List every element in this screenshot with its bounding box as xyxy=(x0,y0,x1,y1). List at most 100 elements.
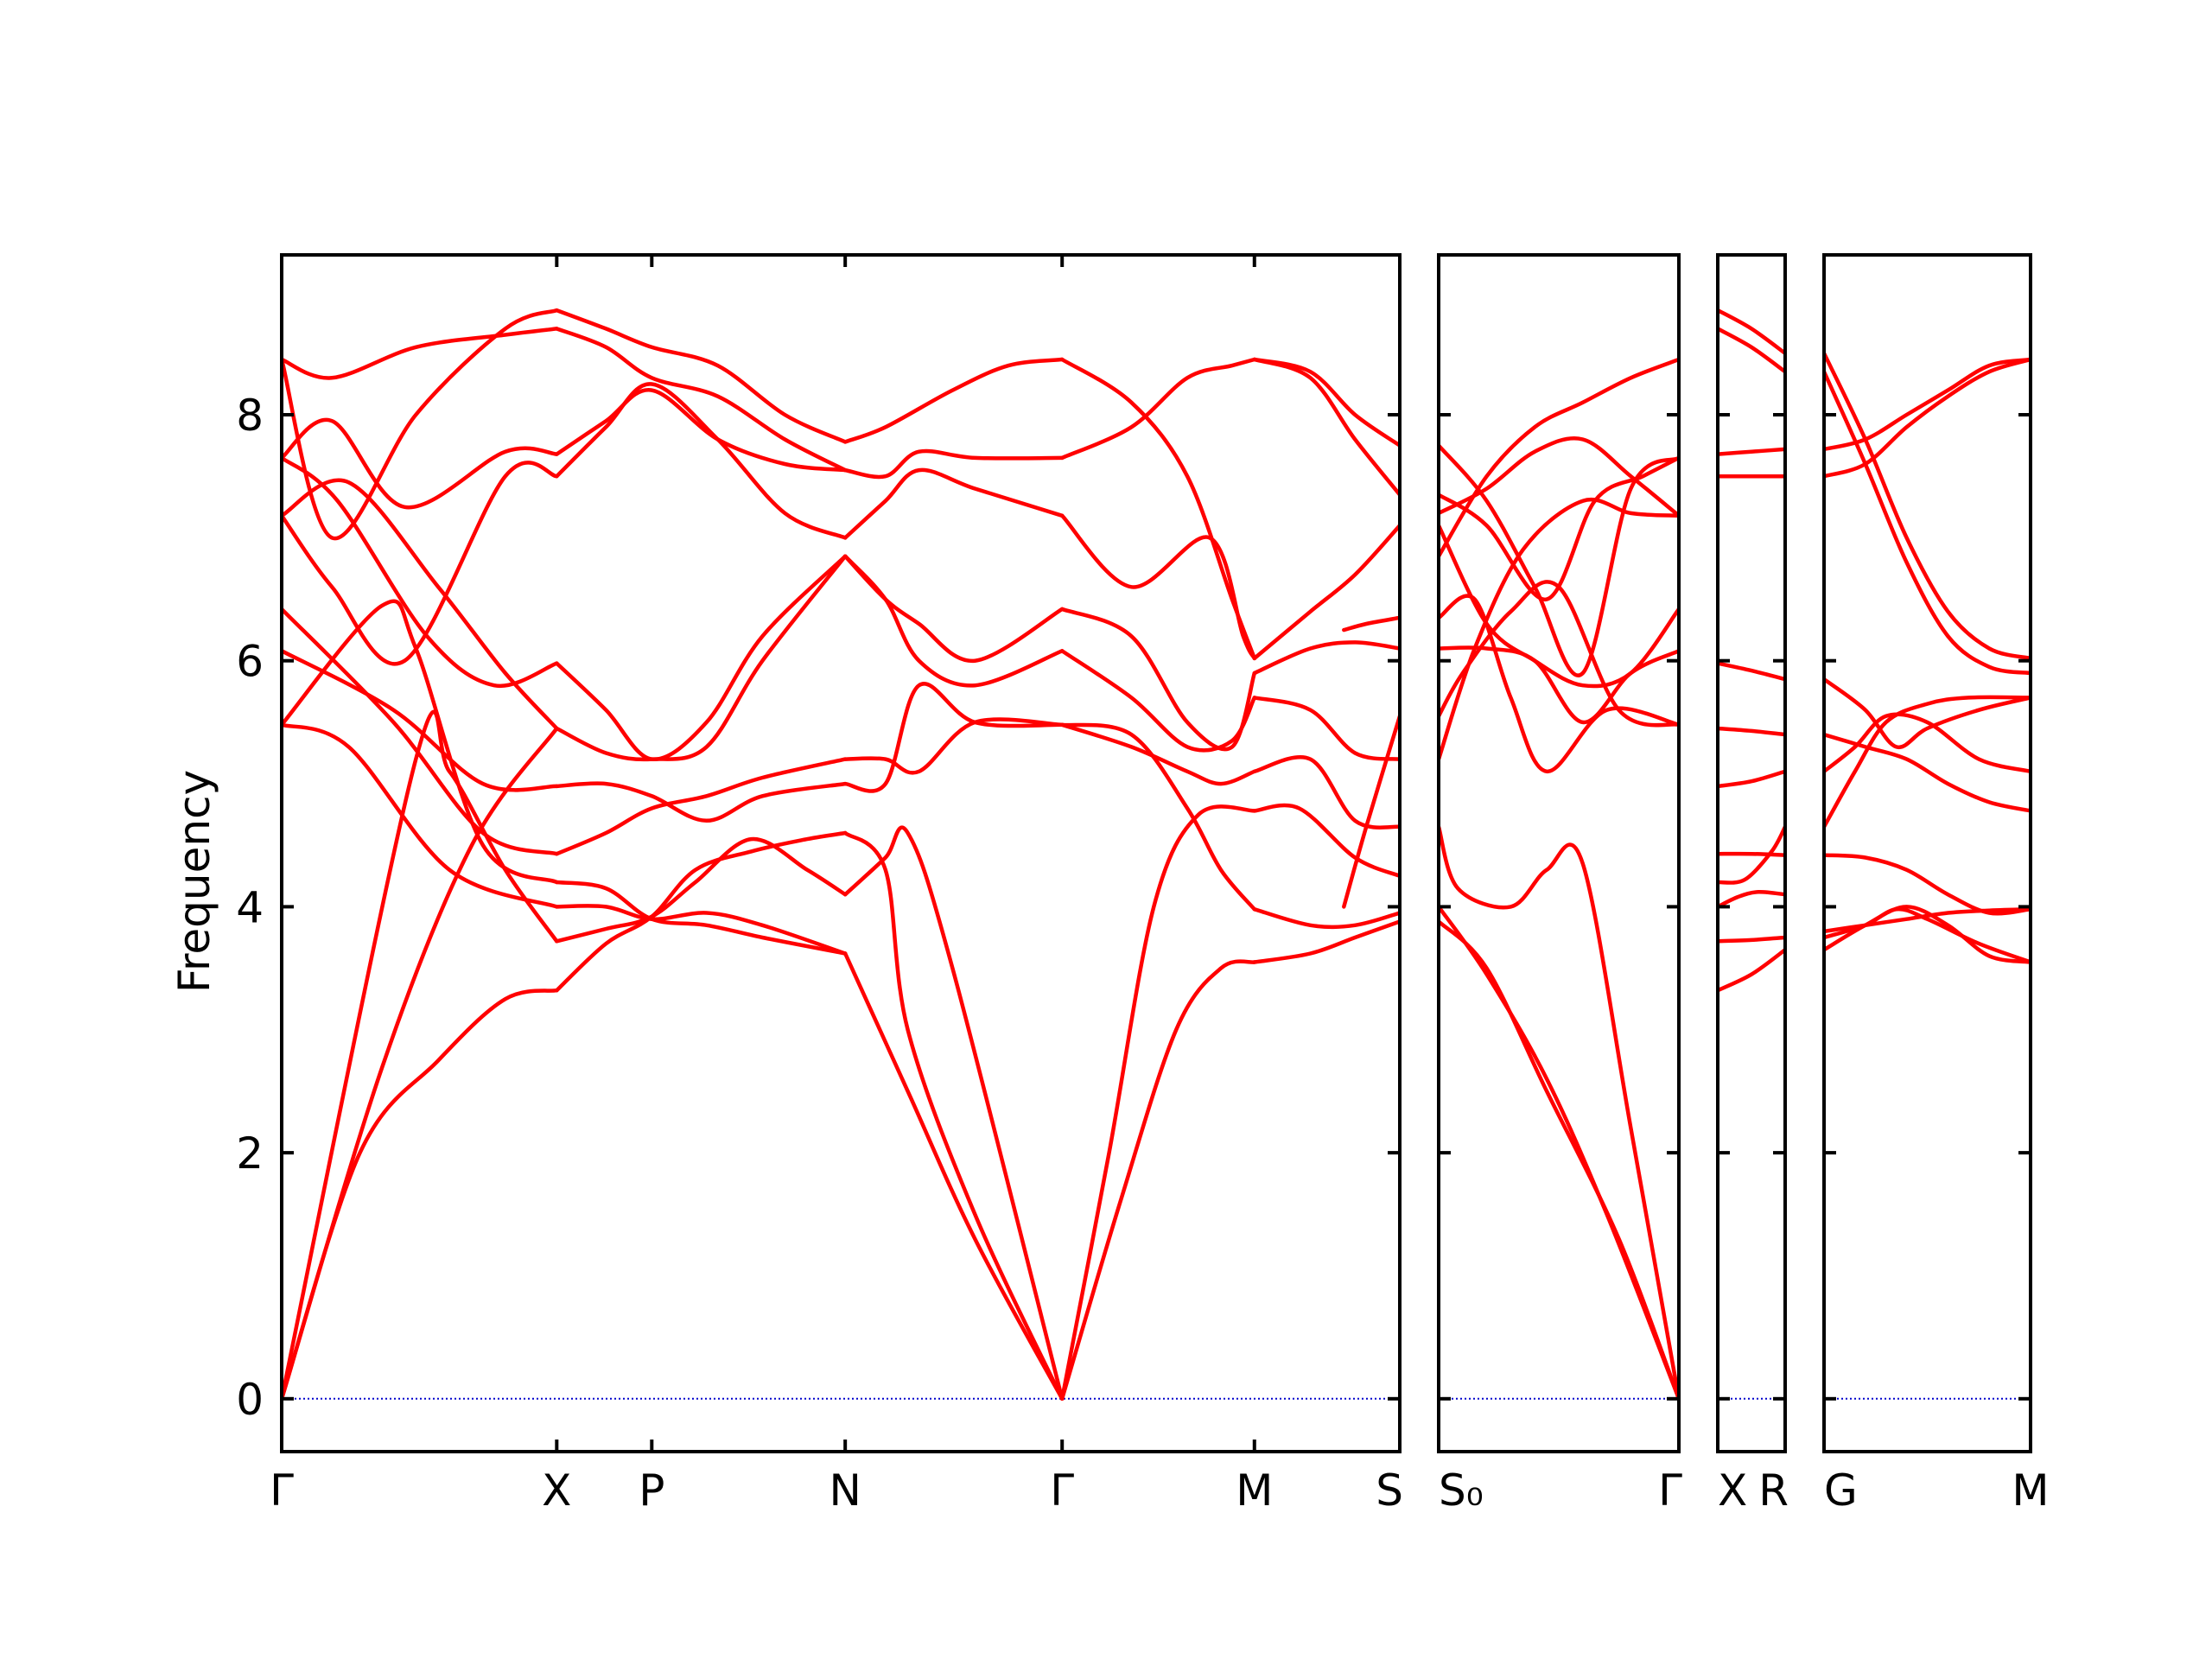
y-tick-label: 0 xyxy=(236,1375,264,1425)
y-tick-label: 8 xyxy=(236,391,264,441)
panel-frame xyxy=(1437,253,1681,1453)
band-line-9 xyxy=(282,455,559,689)
band-line-19 xyxy=(555,781,848,823)
band-line-31 xyxy=(842,554,1065,688)
x-tick-label: Γ xyxy=(1658,1465,1682,1516)
band-line-11 xyxy=(1718,327,1785,374)
band-line-34 xyxy=(842,448,1065,480)
band-line-11 xyxy=(1439,436,1679,518)
band-line-44 xyxy=(1059,357,1257,661)
band-line-51 xyxy=(1252,523,1400,661)
band-line-4 xyxy=(282,599,559,885)
band-line-46 xyxy=(1252,907,1400,930)
band-line-21 xyxy=(555,554,848,761)
panel-frame xyxy=(1822,253,2032,1453)
x-tick-label: P xyxy=(639,1465,664,1516)
band-group xyxy=(1439,357,1679,1402)
x-tick-label: N xyxy=(829,1465,861,1516)
x-tick-label: X xyxy=(542,1465,571,1516)
band-line-10 xyxy=(282,461,559,666)
band-line-48 xyxy=(1252,755,1400,830)
band-line-5 xyxy=(282,722,559,909)
band-line-55 xyxy=(1342,615,1400,632)
band-line-29 xyxy=(842,682,1065,793)
band-line-20 xyxy=(555,554,848,762)
band-line-8 xyxy=(1439,497,1679,761)
band-line-23 xyxy=(555,388,848,473)
band-line-52 xyxy=(1252,357,1400,497)
band-line-26 xyxy=(842,951,1065,1402)
band-line-8 xyxy=(1718,661,1785,682)
band-line-45 xyxy=(1252,919,1400,964)
band-line-16 xyxy=(555,880,848,956)
band-line-22 xyxy=(555,382,848,540)
band-line-2 xyxy=(1718,935,1785,944)
x-tick-label: S₀ xyxy=(1439,1465,1484,1516)
band-line-42 xyxy=(1059,513,1257,661)
band-line-9 xyxy=(1824,357,2031,479)
band-line-10 xyxy=(1718,447,1785,456)
y-tick-label: 2 xyxy=(236,1128,264,1179)
band-line-24 xyxy=(555,327,848,473)
band-line-9 xyxy=(1439,455,1679,601)
band-line-3 xyxy=(1824,907,2031,934)
band-line-11 xyxy=(282,417,559,510)
band-line-12 xyxy=(282,327,559,380)
band-group xyxy=(1718,308,1785,993)
band-line-35 xyxy=(842,357,1065,444)
band-line-28 xyxy=(842,825,1065,1402)
band-line-2 xyxy=(1439,919,1679,1402)
band-line-10 xyxy=(1824,357,2031,452)
band-line-43 xyxy=(1059,357,1257,461)
band-line-3 xyxy=(1718,890,1785,909)
y-axis-label: Frequency xyxy=(169,770,219,993)
x-tick-label: M xyxy=(2012,1465,2049,1516)
band-line-12 xyxy=(1439,357,1679,558)
x-tick-label: R xyxy=(1758,1465,1789,1516)
band-line-7 xyxy=(1718,726,1785,737)
band-line-1 xyxy=(1718,947,1785,993)
panel-frame xyxy=(1716,253,1787,1453)
band-line-6 xyxy=(1824,712,2031,774)
x-tick-label: Γ xyxy=(1050,1465,1074,1516)
band-line-6 xyxy=(282,649,559,792)
band-line-47 xyxy=(1252,803,1400,879)
band-line-14 xyxy=(555,830,848,993)
y-tick-label: 6 xyxy=(236,637,264,687)
x-tick-label: S xyxy=(1376,1465,1403,1516)
y-tick-label: 4 xyxy=(236,882,264,932)
band-line-7 xyxy=(1439,523,1679,689)
band-line-27 xyxy=(842,830,1065,1402)
band-panel-2: S₀ Γ xyxy=(1437,253,1682,1516)
band-line-32 xyxy=(842,554,1065,663)
band-line-5 xyxy=(1824,695,2031,830)
band-line-8 xyxy=(282,478,559,731)
x-tick-label: G xyxy=(1824,1465,1858,1516)
band-line-12 xyxy=(1718,308,1785,356)
band-line-11 xyxy=(1824,369,2031,676)
band-line-18 xyxy=(555,757,848,856)
x-tick-label: X xyxy=(1718,1465,1747,1516)
band-line-50 xyxy=(1252,640,1400,676)
band-line-25 xyxy=(555,308,848,444)
band-line-4 xyxy=(1824,853,2031,916)
band-line-41 xyxy=(1059,607,1257,752)
band-line-6 xyxy=(1718,769,1785,789)
band-line-3 xyxy=(1439,824,1679,1402)
band-line-39 xyxy=(1059,722,1257,786)
band-line-1 xyxy=(1439,905,1679,1402)
band-group xyxy=(1824,351,2031,964)
band-line-10 xyxy=(1439,443,1679,677)
band-line-13 xyxy=(282,308,559,541)
band-line-7 xyxy=(282,607,559,856)
panel-frame xyxy=(280,253,1402,1453)
band-line-37 xyxy=(1059,804,1257,1402)
band-line-5 xyxy=(1439,594,1679,774)
band-line-8 xyxy=(1824,677,2031,750)
band-line-49 xyxy=(1252,696,1400,761)
x-tick-label: Γ xyxy=(270,1465,294,1516)
